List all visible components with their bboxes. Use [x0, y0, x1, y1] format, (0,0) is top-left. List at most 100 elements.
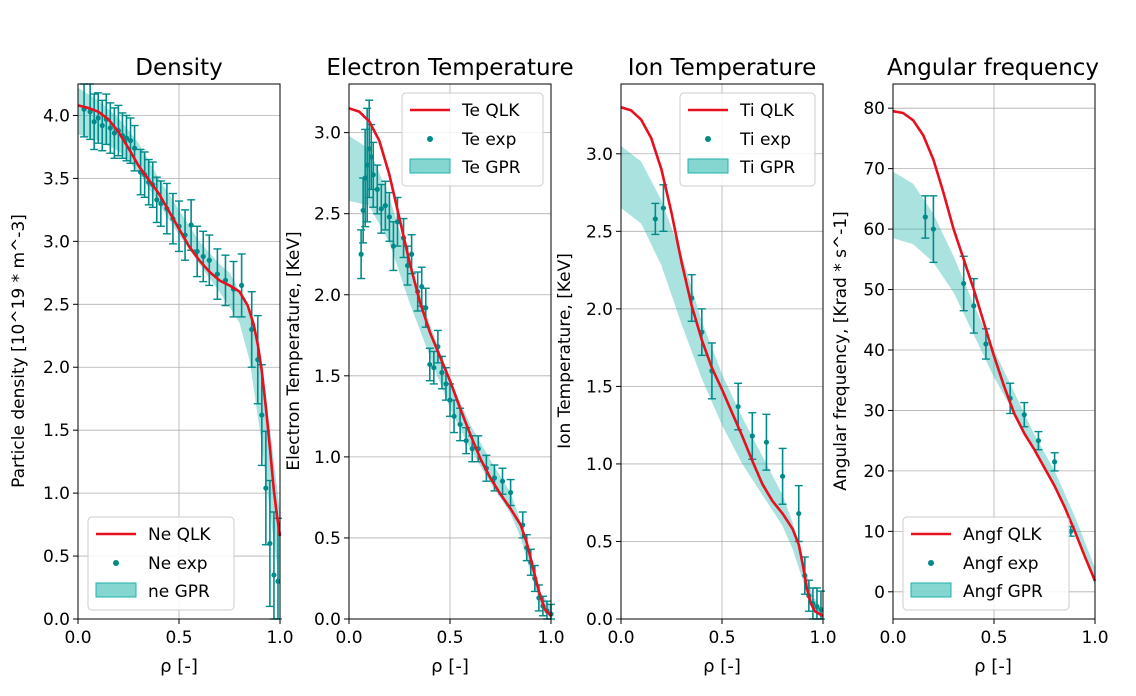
y-tick-label: 0.5 [586, 532, 613, 552]
qlk-curve [77, 104, 282, 537]
qlk-curve [348, 107, 552, 617]
exp-point [390, 243, 397, 249]
y-axis-label: Particle density [10^19 * m^-3] [9, 214, 29, 488]
x-axis-label: ρ [-] [160, 656, 198, 677]
x-axis-label: ρ [-] [431, 656, 469, 677]
qlk-curve [620, 106, 824, 618]
legend-marker-swatch [427, 136, 433, 142]
exp-point [463, 438, 469, 444]
y-tick-label: 1.0 [586, 455, 613, 475]
x-tick-label: 0.5 [708, 628, 735, 648]
legend-marker-swatch [928, 560, 934, 566]
exp-point [469, 446, 475, 452]
y-tick-label: 2.5 [314, 205, 341, 225]
exp-point [439, 369, 445, 376]
exp-point [961, 280, 967, 287]
qlk-line [348, 107, 552, 617]
exp-point [239, 282, 245, 289]
exp-point [735, 403, 741, 410]
exp-point [374, 186, 380, 192]
y-tick-label: 50 [863, 281, 885, 301]
legend: Te QLK Te exp Te GPR [401, 92, 544, 187]
y-axis-label: Ion Temperature, [KeV] [555, 253, 575, 449]
qlk-line [620, 106, 824, 618]
exp-point [158, 200, 164, 207]
panel-title: Electron Temperature [326, 55, 573, 81]
exp-point [249, 326, 255, 333]
legend-band-swatch [910, 582, 952, 598]
y-tick-label: 1.5 [586, 377, 613, 397]
y-tick-label: 0.0 [586, 610, 613, 630]
y-tick-label: 3.0 [43, 232, 70, 252]
exp-point [111, 130, 117, 136]
exp-point [447, 397, 453, 403]
y-tick-label: 2.0 [586, 300, 613, 320]
legend-marker-swatch [705, 136, 711, 142]
exp-point [358, 251, 364, 257]
panel-title: Density [135, 55, 222, 81]
x-axis-label: ρ [-] [974, 656, 1012, 677]
y-tick-label: 0.0 [314, 610, 341, 630]
y-tick-label: 30 [863, 401, 885, 421]
y-tick-label: 0 [874, 583, 885, 603]
y-tick-label: 40 [863, 341, 885, 361]
x-tick-label: 1.0 [809, 628, 836, 648]
exp-point [127, 138, 134, 144]
exp-point [1021, 412, 1027, 418]
y-tick-labels: 0.0 0.5 1.0 1.5 2.0 2.5 3.0 [586, 145, 613, 630]
exp-point [188, 222, 194, 228]
legend-entry-label: Ti QLK [739, 101, 795, 121]
legend-entry-label: Angf GPR [963, 582, 1043, 602]
qlk-curve [892, 109, 1097, 582]
x-tick-label: 0.0 [335, 628, 362, 648]
y-tick-label: 2.0 [43, 358, 70, 378]
y-tick-label: 0.5 [43, 547, 70, 567]
x-tick-label: 1.0 [1081, 628, 1108, 648]
panel-title: Angular frequency [887, 55, 1099, 81]
axis-ticks [616, 153, 824, 624]
legend-entry-label: Ne exp [148, 554, 208, 574]
y-tick-label: 1.0 [43, 484, 70, 504]
x-tick-labels: 0.0 0.5 1.0 [64, 628, 293, 648]
y-tick-label: 3.0 [586, 145, 613, 165]
exp-point [275, 578, 281, 584]
y-axis-label: Angular frequency, [Krad * s^-1] [831, 211, 851, 491]
qlk-line [892, 109, 1097, 582]
x-tick-label: 0.5 [436, 628, 463, 648]
exp-point [457, 421, 463, 428]
legend-band-swatch [95, 582, 137, 598]
exp-point [451, 413, 457, 419]
y-tick-label: 60 [863, 220, 885, 240]
exp-errorbars [651, 184, 825, 620]
exp-point [508, 489, 514, 496]
exp-point [922, 214, 928, 220]
x-tick-labels: 0.0 0.5 1.0 [607, 628, 836, 648]
exp-point [971, 303, 977, 309]
legend-entry-label: Te QLK [461, 101, 520, 121]
legend: Ne QLK Ne exp ne GPR [87, 516, 235, 611]
panel-ion-temperature: Ion Temperature 0.0 0.5 1.0 1.5 2.0 2.5 … [555, 55, 837, 677]
y-tick-label: 2.0 [314, 286, 341, 306]
panel-angular-frequency: Angular frequency 0 10 20 30 40 50 60 70… [831, 55, 1109, 677]
exp-point [370, 172, 376, 178]
qlk-line [77, 104, 282, 537]
exp-point [131, 145, 138, 151]
exp-point [983, 341, 989, 347]
x-tick-labels: 0.0 0.5 1.0 [335, 628, 564, 648]
y-tick-label: 20 [863, 462, 885, 482]
gpr-band [893, 171, 1095, 586]
exp-point [271, 572, 277, 578]
exp-point [95, 115, 101, 121]
exp-point [409, 251, 415, 257]
exp-point [200, 253, 206, 260]
x-axis-label: ρ [-] [703, 656, 741, 677]
x-tick-labels: 0.0 0.5 1.0 [879, 628, 1108, 648]
y-tick-label: 1.5 [314, 367, 341, 387]
legend: Ti QLK Ti exp Ti GPR [679, 92, 816, 187]
exp-point [796, 510, 802, 517]
exp-point [259, 412, 265, 418]
legend-entry-label: Angf exp [963, 554, 1039, 574]
y-tick-label: 2.5 [586, 222, 613, 242]
exp-point [818, 607, 824, 613]
x-tick-label: 0.0 [64, 628, 91, 648]
